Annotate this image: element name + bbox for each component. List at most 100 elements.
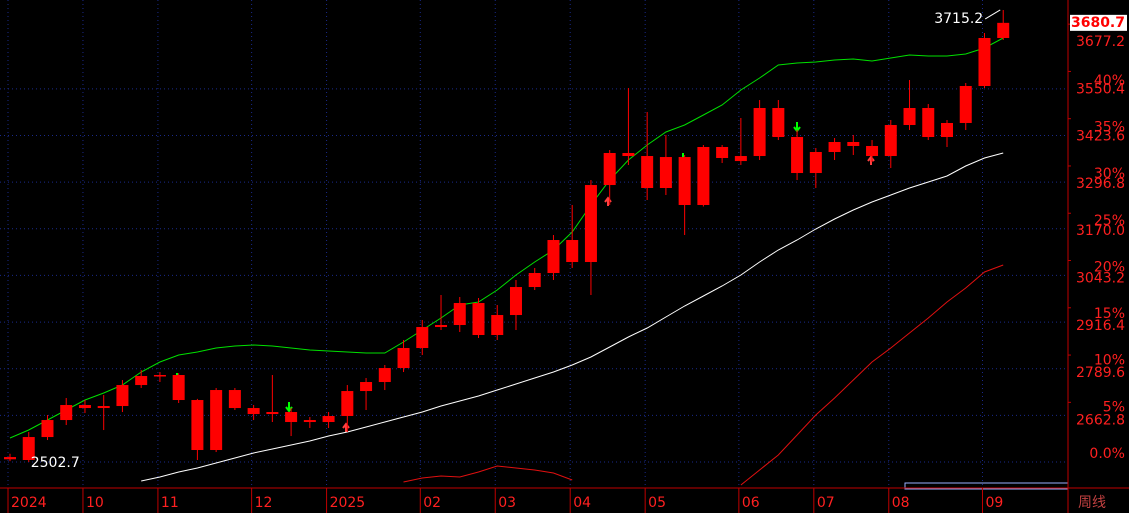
y2-tick-label: 40%: [1094, 73, 1125, 89]
candle-body: [453, 303, 466, 326]
period-label: 周线: [1078, 495, 1106, 511]
candle-body: [491, 315, 504, 336]
y-tick-label: 2662.8: [1076, 412, 1125, 428]
candle-body: [791, 137, 804, 174]
x-tick-label: 04: [573, 495, 591, 511]
y2-tick-label: 10%: [1094, 353, 1125, 369]
y-tick-label: 3043.2: [1076, 271, 1125, 287]
candle-body: [285, 412, 298, 423]
x-tick-label: 05: [648, 495, 666, 511]
candle-body: [303, 420, 316, 423]
moving-average: [141, 152, 1004, 482]
y-tick-label: 2789.6: [1076, 365, 1125, 381]
y-tick-label: 2916.4: [1076, 318, 1125, 334]
y-tick-label: 3550.4: [1076, 81, 1125, 97]
candle-body: [266, 412, 279, 415]
candle-body: [978, 37, 991, 87]
candle-body: [341, 391, 354, 417]
y-tick-label: 3170.0: [1076, 223, 1125, 239]
x-tick-label: 10: [86, 495, 104, 511]
candle-body: [360, 382, 373, 392]
candle-body: [228, 390, 241, 409]
candle-body: [641, 156, 654, 189]
x-tick-label: 07: [817, 495, 835, 511]
x-tick-label: 09: [985, 495, 1003, 511]
candle-body: [584, 185, 597, 263]
candle-body: [322, 416, 335, 423]
candle-body: [997, 22, 1010, 38]
candle-body: [603, 152, 616, 186]
x-tick-label: 06: [742, 495, 760, 511]
y-tick-label: 3423.6: [1076, 129, 1125, 145]
candle-body: [472, 303, 485, 336]
candle-body: [116, 385, 129, 407]
high-annotation: 3715.2: [934, 11, 983, 27]
x-tick-label: 02: [423, 495, 441, 511]
candle-body: [828, 142, 841, 152]
candle-body: [191, 400, 204, 451]
candle-body: [753, 108, 766, 157]
y2-tick-label: 25%: [1094, 213, 1125, 229]
candle-body: [22, 437, 35, 461]
candle-body: [716, 146, 729, 158]
candle-body: [509, 287, 522, 316]
x-tick-label: 2025: [330, 495, 366, 511]
candle-body: [959, 86, 972, 123]
y2-tick-label: 0.0%: [1089, 446, 1125, 462]
candle-body: [78, 405, 91, 409]
candle-body: [809, 151, 822, 174]
x-tick-label: 12: [255, 495, 273, 511]
candle-body: [435, 325, 448, 328]
candle-body: [941, 122, 953, 138]
y2-tick-label: 5%: [1103, 399, 1125, 415]
high-pointer: [984, 9, 1001, 20]
candle-body: [528, 273, 541, 288]
last-price: 3680.7: [1071, 15, 1125, 31]
candle-body: [697, 146, 710, 206]
low-annotation: 2502.7: [31, 455, 80, 471]
candle-body: [247, 408, 260, 415]
last-price-box: [1070, 14, 1127, 31]
candle-body: [41, 420, 54, 438]
candle-body: [566, 240, 579, 263]
candle-body: [97, 406, 110, 409]
candle-body: [884, 125, 897, 157]
candle-body: [378, 368, 391, 383]
x-tick-label: 11: [161, 495, 179, 511]
y-tick-label: 3296.8: [1076, 176, 1125, 192]
x-tick-label: 08: [892, 495, 910, 511]
x-tick-label: 2024: [11, 495, 47, 511]
candle-body: [397, 348, 410, 369]
y2-tick-label: 15%: [1094, 306, 1125, 322]
x-tick-label: 03: [498, 495, 516, 511]
candle-body: [4, 457, 16, 460]
candle-body: [659, 157, 672, 189]
y2-tick-label: 20%: [1094, 259, 1125, 275]
candle-body: [734, 156, 747, 162]
y2-tick-label: 35%: [1094, 119, 1125, 135]
moving-average: [403, 264, 1004, 486]
candle-body: [60, 405, 73, 421]
candle-body: [866, 145, 879, 157]
candle-body: [416, 327, 429, 349]
signal-arrow: [867, 155, 875, 165]
candle-body: [622, 152, 635, 157]
candle-body: [678, 157, 691, 206]
candle-body: [547, 240, 560, 274]
y-tick-label: 3677.2: [1076, 34, 1125, 50]
moving-average: [9, 37, 1004, 439]
candle-body: [210, 390, 223, 451]
candle-body: [772, 108, 785, 138]
signal-arrow: [342, 422, 350, 432]
plot: [0, 0, 1068, 488]
candle-body: [922, 108, 935, 138]
candle-body: [847, 142, 860, 146]
y2-tick-label: 30%: [1094, 166, 1125, 182]
candle-body: [172, 375, 185, 401]
candle-body: [153, 375, 166, 377]
candle-body: [903, 108, 916, 126]
candle-body: [135, 376, 148, 386]
